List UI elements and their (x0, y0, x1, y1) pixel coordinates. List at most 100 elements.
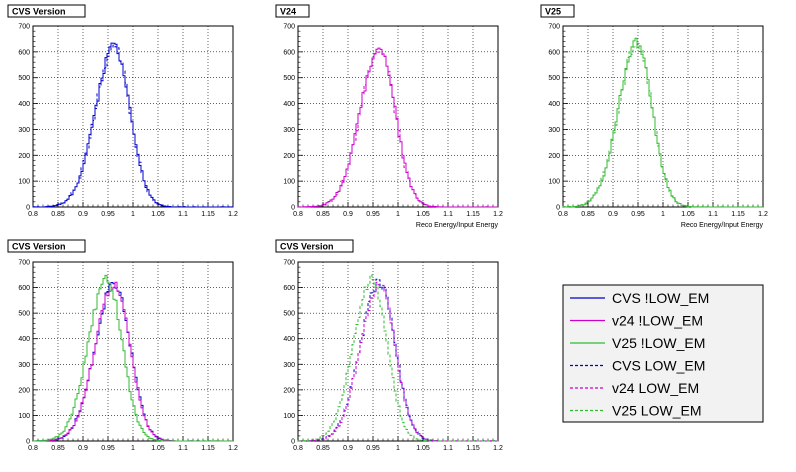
plot-frame (297, 261, 499, 442)
x-tick-label: 0.85 (51, 211, 65, 218)
y-tick-label: 500 (18, 311, 30, 318)
x-tick-label: 1 (661, 211, 665, 218)
x-tick-label: 1.2 (228, 445, 238, 452)
legend-label: V25 LOW_EM (612, 403, 701, 419)
x-tick-label: 0.9 (343, 211, 353, 218)
x-tick-label: 0.95 (631, 211, 645, 218)
panel-title-box: CVS Version (275, 239, 354, 253)
x-tick-label: 0.9 (343, 445, 353, 452)
panel-title-box: V25 (540, 4, 575, 18)
histogram-series-cvs-dashed (33, 44, 233, 208)
legend-box: CVS !LOW_EM v24 !LOW_EM V25 !LOW_EM CVS LOW… (562, 284, 764, 423)
x-tick-label: 1.15 (466, 445, 480, 452)
legend-entry: v24 !LOW_EM (570, 313, 703, 329)
legend-label: CVS !LOW_EM (612, 290, 709, 306)
x-tick-label: 1.2 (228, 211, 238, 218)
panel-title: CVS Version (12, 7, 66, 17)
y-tick-label: 600 (548, 49, 560, 56)
y-tick-label: 700 (18, 260, 30, 267)
legend-entry: CVS LOW_EM (570, 358, 705, 374)
y-tick-label: 300 (18, 362, 30, 369)
y-tick-label: 100 (18, 179, 30, 186)
y-tick-label: 500 (283, 75, 295, 82)
y-tick-label: 300 (548, 127, 560, 134)
x-tick-label: 0.8 (28, 211, 38, 218)
x-tick-label: 0.85 (316, 211, 330, 218)
x-axis-label: Reco Energy/Input Energy (416, 222, 499, 229)
x-tick-label: 1.1 (708, 211, 718, 218)
panel-title: V24 (280, 7, 296, 17)
y-tick-label: 300 (283, 362, 295, 369)
histogram-panel-1: CVS Version 0.8 0.85 0.9 0.95 1 1.05 1.1 1.15 1.2… (7, 4, 238, 218)
histogram-panel-4: CVS Version 0.8 0.85 0.9 0.95 1 1.05 1.1 1.15 1.2… (7, 239, 238, 452)
y-tick-label: 0 (291, 439, 295, 446)
y-tick-label: 0 (291, 205, 295, 212)
x-tick-label: 1.15 (731, 211, 745, 218)
x-axis-label: Reco Energy/Input Energy (681, 222, 764, 229)
panel-title: CVS Version (12, 242, 66, 252)
histogram-series-v25-solid (33, 274, 233, 442)
x-tick-label: 0.8 (293, 445, 303, 452)
y-tick-label: 700 (283, 24, 295, 31)
y-tick-label: 600 (18, 49, 30, 56)
panel-title-box: CVS Version (7, 239, 86, 253)
histogram-series-v25-dashed (562, 42, 763, 208)
y-tick-label: 400 (18, 336, 30, 343)
x-tick-label: 1.2 (758, 211, 768, 218)
legend-label: v24 !LOW_EM (612, 313, 703, 329)
y-tick-label: 400 (18, 101, 30, 108)
x-tick-label: 0.8 (293, 211, 303, 218)
x-tick-label: 1.2 (493, 445, 503, 452)
legend-entry: CVS !LOW_EM (570, 290, 709, 306)
panel-title-box: CVS Version (7, 4, 86, 18)
x-tick-label: 0.8 (558, 211, 568, 218)
y-tick-label: 600 (283, 285, 295, 292)
x-tick-label: 0.8 (28, 445, 38, 452)
y-tick-label: 200 (18, 153, 30, 160)
x-tick-label: 1.05 (681, 211, 695, 218)
x-tick-label: 1 (131, 211, 135, 218)
histogram-series-cvs_low-dashed (298, 278, 498, 442)
y-tick-label: 700 (548, 24, 560, 31)
x-tick-label: 1.1 (178, 445, 188, 452)
histogram-series-v25_low-dashed (297, 274, 498, 442)
histogram-panel-2: V24 0.8 0.85 0.9 0.95 1 1.05 1.1 1.15 1.2 0 100 200 3… (275, 4, 503, 229)
plot-frame (32, 261, 234, 442)
x-tick-label: 1.15 (201, 445, 215, 452)
legend-entry: v24 LOW_EM (570, 380, 699, 396)
legend-entry: V25 LOW_EM (570, 403, 701, 419)
y-tick-label: 300 (18, 127, 30, 134)
x-tick-label: 1.15 (201, 211, 215, 218)
histogram-series-v24-dashed (297, 51, 498, 208)
x-tick-label: 0.9 (78, 211, 88, 218)
x-tick-label: 1 (396, 445, 400, 452)
x-tick-label: 1.15 (466, 211, 480, 218)
x-tick-label: 1.1 (443, 211, 453, 218)
y-tick-label: 200 (283, 387, 295, 394)
y-tick-label: 200 (18, 387, 30, 394)
panel-title: CVS Version (280, 242, 334, 252)
y-tick-label: 500 (18, 75, 30, 82)
legend-label: CVS LOW_EM (612, 358, 705, 374)
y-tick-label: 0 (556, 205, 560, 212)
legend-label: V25 !LOW_EM (612, 335, 705, 351)
x-tick-label: 0.95 (101, 211, 115, 218)
x-tick-label: 1.05 (151, 211, 165, 218)
x-tick-label: 0.9 (608, 211, 618, 218)
histogram-series-v24_low-dashed (298, 281, 498, 442)
x-tick-label: 0.85 (51, 445, 65, 452)
legend-label: v24 LOW_EM (612, 380, 699, 396)
y-tick-label: 400 (548, 101, 560, 108)
y-tick-label: 700 (18, 24, 30, 31)
y-tick-label: 0 (26, 205, 30, 212)
x-tick-label: 0.9 (78, 445, 88, 452)
panel-title-box: V24 (275, 4, 310, 18)
x-tick-label: 1.1 (178, 211, 188, 218)
y-tick-label: 600 (283, 49, 295, 56)
histogram-panel-3: V25 0.8 0.85 0.9 0.95 1 1.05 1.1 1.15 1.2 0 100 200 3… (540, 4, 768, 229)
panel-title: V25 (545, 7, 561, 17)
x-tick-label: 0.95 (366, 445, 380, 452)
y-tick-label: 400 (283, 101, 295, 108)
x-tick-label: 1.2 (493, 211, 503, 218)
